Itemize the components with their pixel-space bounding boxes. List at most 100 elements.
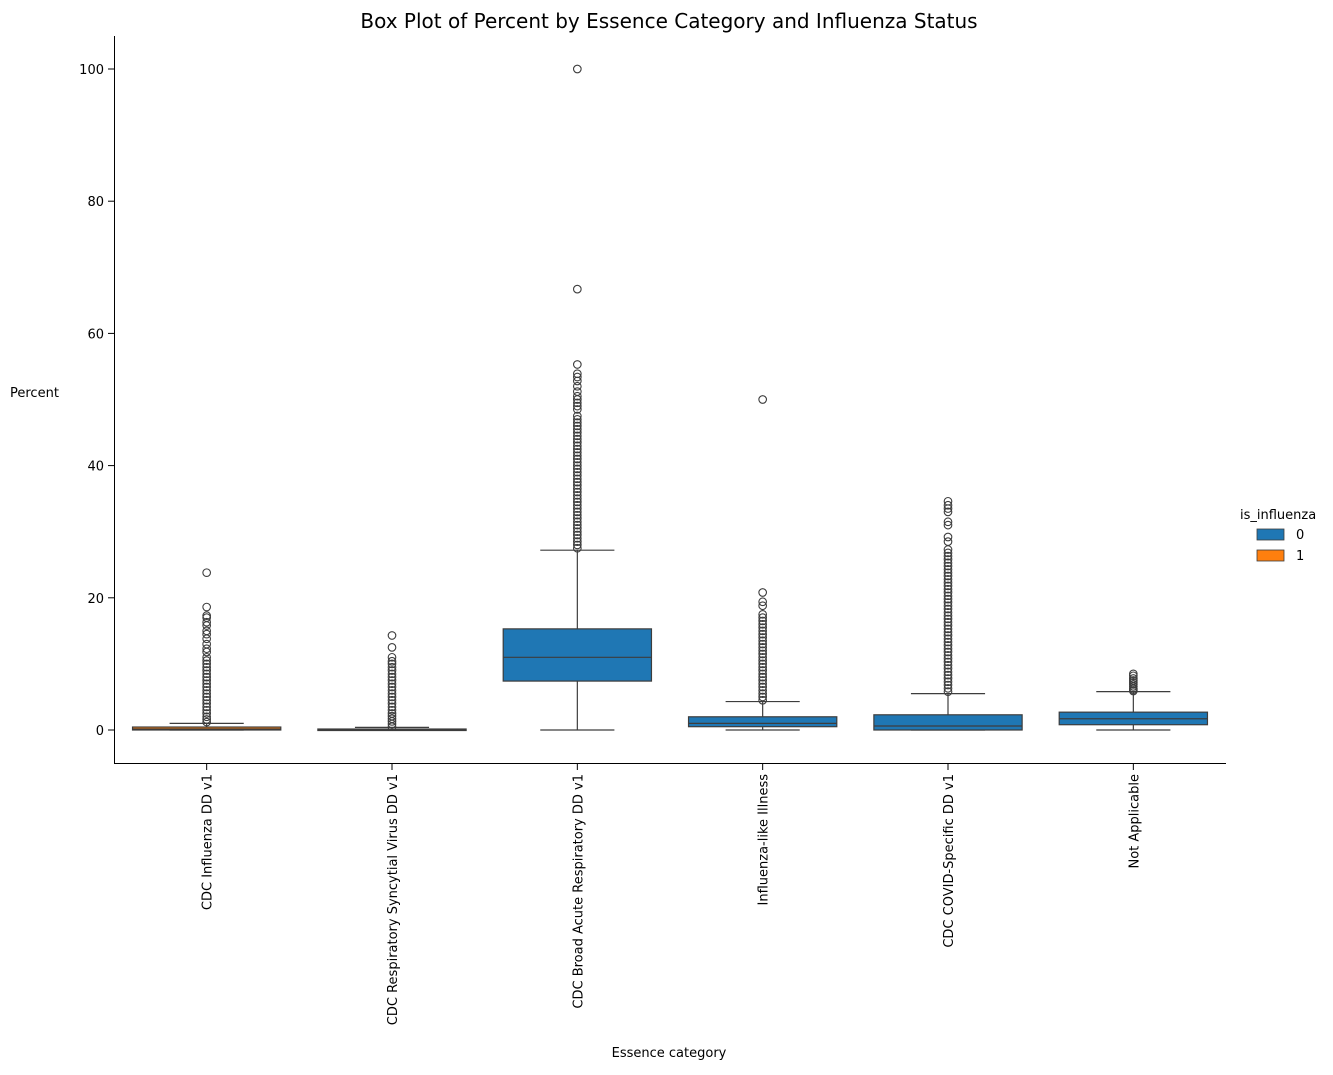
outlier-point (943, 680, 953, 690)
outlier-point (943, 537, 953, 546)
outlier-point (943, 591, 953, 601)
outlier-point (572, 444, 582, 454)
outlier-point (202, 669, 212, 679)
outlier-point (572, 411, 582, 421)
y-axis-label: Percent (10, 386, 59, 401)
outlier-point (943, 558, 953, 568)
legend-swatch-1 (1256, 549, 1285, 562)
outlier-point (572, 494, 582, 504)
box-group-4 (873, 496, 1023, 731)
outlier-point (387, 631, 397, 640)
outlier-point (202, 692, 212, 702)
outlier-point (758, 695, 768, 705)
outlier-point (387, 692, 397, 702)
outlier-point (943, 571, 953, 581)
outlier-point (943, 627, 953, 637)
outlier-point (758, 646, 768, 656)
outlier-point (943, 624, 953, 634)
outlier-point (572, 448, 582, 457)
outlier-point (202, 682, 212, 692)
legend: is_influenza 0 1 (1240, 508, 1316, 564)
box-group-0 (131, 568, 282, 731)
box-iqr (502, 628, 653, 682)
outlier-point (943, 637, 953, 647)
outlier-point (572, 530, 582, 540)
outlier-point (202, 611, 212, 620)
outlier-point (572, 474, 582, 484)
outlier-point (202, 676, 212, 685)
x-axis-label: Essence category (612, 1046, 727, 1061)
outlier-point (572, 484, 582, 494)
outlier-point (387, 695, 397, 705)
outlier-point (758, 685, 768, 695)
outlier-point (758, 679, 768, 689)
outlier-point (943, 561, 953, 571)
outlier-point (758, 643, 768, 652)
outlier-point (758, 676, 768, 685)
outlier-point (943, 517, 953, 527)
outlier-point (202, 602, 212, 612)
outlier-point (572, 451, 582, 461)
outlier-point (202, 705, 212, 715)
outlier-point (758, 659, 768, 669)
y-axis-ticks: 0 20 40 60 80 100 (79, 63, 114, 739)
outlier-point (387, 682, 397, 692)
outlier-point (1128, 674, 1138, 683)
outlier-point (943, 657, 953, 667)
box-iqr (873, 714, 1023, 731)
outlier-point (387, 711, 397, 721)
outlier-point (943, 520, 953, 530)
outlier-point (943, 660, 953, 670)
outlier-point (758, 626, 768, 636)
outlier-point (387, 669, 397, 679)
outlier-point (572, 464, 582, 474)
outlier-point (572, 424, 582, 434)
box-group-2 (502, 64, 653, 731)
outlier-point (943, 677, 953, 687)
outlier-point (758, 395, 768, 404)
outlier-point (572, 428, 582, 437)
outlier-point (572, 461, 582, 470)
outlier-point (572, 533, 582, 543)
outlier-point (387, 652, 397, 662)
outlier-point (758, 692, 768, 702)
outlier-point (943, 654, 953, 663)
outlier-point (758, 629, 768, 639)
legend-swatch-0 (1256, 528, 1285, 541)
x-tick-label-2: CDC Broad Acute Respiratory DD v1 (571, 774, 586, 1009)
outlier-point (572, 398, 582, 408)
outlier-point (572, 497, 582, 507)
outlier-point (943, 631, 953, 640)
plot-area (131, 64, 1209, 732)
outlier-point (202, 652, 212, 662)
outlier-point (387, 656, 397, 666)
outlier-point (943, 565, 953, 574)
outlier-point (758, 672, 768, 682)
x-tick-label-0: CDC Influenza DD v1 (201, 774, 216, 910)
outlier-point (1128, 669, 1138, 679)
outlier-point (943, 578, 953, 587)
outlier-point (943, 604, 953, 614)
outlier-point (943, 568, 953, 578)
outlier-point (758, 616, 768, 626)
outlier-point (943, 617, 953, 627)
outlier-point (572, 391, 582, 401)
outlier-point (202, 639, 212, 649)
outlier-point (572, 414, 582, 424)
outlier-point (202, 685, 212, 695)
outlier-point (572, 543, 582, 553)
outlier-point (202, 709, 212, 718)
outlier-point (758, 613, 768, 622)
outlier-point (202, 702, 212, 712)
legend-label-0: 0 (1296, 528, 1304, 543)
outlier-point (943, 644, 953, 654)
outlier-point (387, 666, 397, 675)
outlier-point (202, 712, 212, 722)
outlier-point (572, 537, 582, 546)
outlier-point (943, 634, 953, 644)
outlier-point (943, 496, 953, 506)
outlier-point (572, 64, 582, 74)
outlier-point (572, 441, 582, 451)
outlier-point (758, 689, 768, 698)
outlier-point (387, 702, 397, 712)
